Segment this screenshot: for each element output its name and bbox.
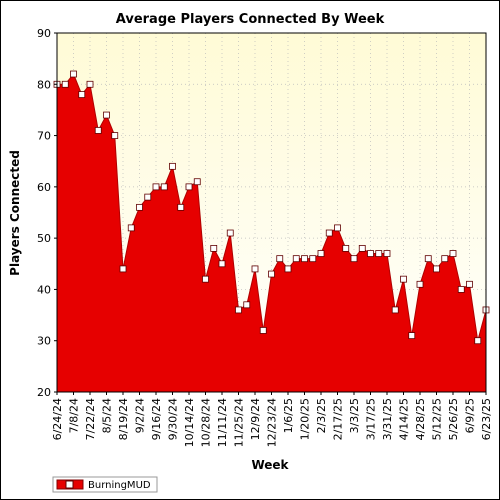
data-point bbox=[136, 203, 143, 211]
data-point bbox=[177, 203, 185, 211]
data-point bbox=[78, 91, 86, 98]
data-point bbox=[449, 250, 457, 257]
data-point bbox=[474, 337, 482, 345]
data-point bbox=[259, 327, 267, 334]
data-point bbox=[424, 255, 432, 263]
x-tick-label: 9/2/24 bbox=[134, 398, 147, 433]
data-point bbox=[400, 275, 407, 283]
data-point bbox=[391, 306, 399, 314]
data-point bbox=[441, 255, 449, 263]
chart-title: Average Players Connected By Week bbox=[116, 12, 385, 27]
y-tick-label: 90 bbox=[37, 27, 51, 40]
series-markers bbox=[53, 70, 490, 345]
y-tick-label: 60 bbox=[37, 181, 51, 194]
x-tick-label: 9/30/24 bbox=[167, 398, 180, 440]
x-tick-label: 3/17/25 bbox=[365, 398, 378, 440]
data-point bbox=[375, 250, 383, 257]
data-point bbox=[251, 265, 259, 273]
data-point bbox=[226, 229, 234, 237]
x-tick-label: 6/9/25 bbox=[464, 398, 477, 433]
data-point bbox=[466, 280, 473, 288]
data-point bbox=[210, 244, 218, 252]
legend: BurningMUD bbox=[52, 476, 158, 493]
x-axis: 6/24/24 7/8/24 7/22/24 8/5/24 8/19/24 9/2/24 9… bbox=[51, 392, 493, 447]
data-point bbox=[218, 260, 226, 268]
x-tick-label: 2/17/25 bbox=[332, 398, 345, 440]
y-axis: 20 30 40 50 60 70 80 90 bbox=[37, 27, 57, 399]
x-tick-label: 10/28/24 bbox=[200, 398, 213, 447]
x-tick-label: 5/26/25 bbox=[447, 398, 460, 440]
data-point bbox=[144, 193, 152, 201]
x-tick-label: 7/22/24 bbox=[84, 398, 97, 440]
y-tick-label: 80 bbox=[37, 78, 51, 91]
data-point bbox=[152, 183, 160, 191]
x-tick-label: 11/11/24 bbox=[216, 398, 229, 447]
x-tick-label: 6/24/24 bbox=[51, 398, 64, 440]
data-point bbox=[301, 255, 308, 263]
y-axis-title: Players Connected bbox=[8, 150, 22, 276]
data-point bbox=[342, 244, 350, 252]
data-point bbox=[457, 286, 465, 293]
y-tick-label: 50 bbox=[37, 232, 51, 245]
data-point bbox=[235, 306, 242, 314]
x-axis-title: Week bbox=[251, 458, 289, 472]
data-point bbox=[433, 265, 440, 273]
x-tick-label: 1/20/25 bbox=[299, 398, 312, 440]
data-point bbox=[276, 255, 284, 263]
data-point bbox=[127, 224, 135, 232]
data-point bbox=[284, 265, 292, 273]
x-tick-label: 12/23/24 bbox=[266, 398, 279, 447]
x-tick-label: 3/3/25 bbox=[348, 398, 361, 433]
data-point bbox=[61, 80, 69, 88]
series-area-burningmud bbox=[57, 74, 486, 393]
x-tick-label: 9/16/24 bbox=[150, 398, 163, 440]
data-point bbox=[119, 265, 127, 273]
data-point bbox=[169, 162, 176, 170]
y-tick-label: 70 bbox=[37, 130, 51, 143]
x-tick-label: 4/28/25 bbox=[414, 398, 427, 440]
data-point bbox=[408, 332, 416, 339]
data-point bbox=[94, 127, 102, 134]
data-point bbox=[185, 183, 193, 191]
data-point bbox=[367, 250, 374, 257]
legend-label: BurningMUD bbox=[88, 480, 151, 491]
x-tick-label: 5/12/25 bbox=[431, 398, 444, 440]
x-tick-label: 3/31/25 bbox=[381, 398, 394, 440]
data-point bbox=[325, 229, 333, 237]
data-point bbox=[309, 255, 317, 263]
data-point bbox=[202, 275, 209, 283]
x-tick-label: 6/23/25 bbox=[480, 398, 493, 440]
y-tick-label: 20 bbox=[37, 386, 51, 399]
data-point bbox=[70, 70, 77, 78]
x-tick-label: 12/9/24 bbox=[249, 398, 262, 440]
y-tick-label: 40 bbox=[37, 283, 51, 296]
x-tick-label: 2/3/25 bbox=[315, 398, 328, 433]
data-point bbox=[350, 255, 358, 263]
data-point bbox=[416, 280, 424, 288]
data-point bbox=[160, 183, 168, 191]
y-tick-label: 30 bbox=[37, 335, 51, 348]
data-point bbox=[334, 224, 341, 232]
x-tick-label: 7/8/24 bbox=[68, 398, 81, 433]
data-point bbox=[383, 250, 391, 257]
data-point bbox=[103, 111, 110, 119]
data-point bbox=[243, 301, 251, 309]
data-point bbox=[358, 244, 366, 252]
legend-marker bbox=[65, 480, 74, 489]
x-tick-label: 8/19/24 bbox=[117, 398, 130, 440]
x-tick-label: 10/14/24 bbox=[183, 398, 196, 447]
x-tick-label: 1/6/25 bbox=[282, 398, 295, 433]
data-point bbox=[86, 80, 94, 88]
x-tick-label: 11/25/24 bbox=[233, 398, 246, 447]
x-tick-label: 8/5/24 bbox=[101, 398, 114, 433]
data-point bbox=[317, 250, 325, 257]
data-point bbox=[193, 178, 201, 186]
data-point bbox=[268, 270, 275, 278]
x-tick-label: 4/14/25 bbox=[398, 398, 411, 440]
data-point bbox=[292, 255, 300, 263]
data-point bbox=[111, 132, 119, 139]
